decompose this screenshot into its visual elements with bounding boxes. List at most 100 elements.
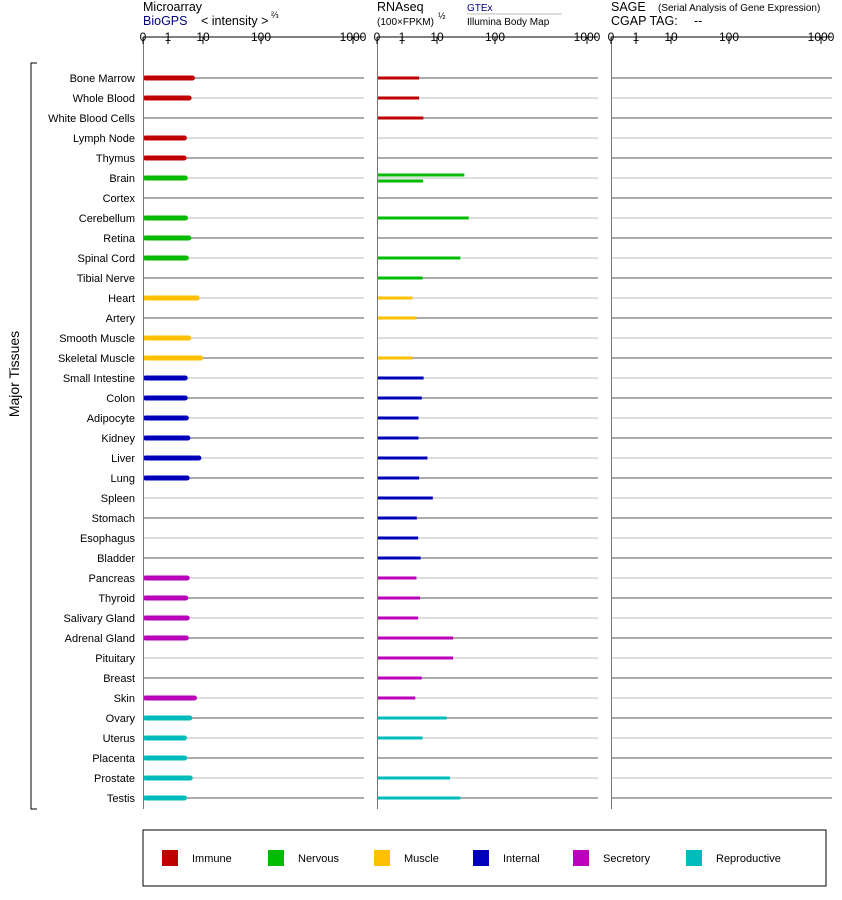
tissue-label: Tibial Nerve: [77, 273, 135, 285]
microarray-tick-label: 100: [251, 30, 271, 44]
tissue-label: Ovary: [106, 713, 136, 725]
major-tissues-bracket: [30, 62, 37, 810]
illumina-bar: [377, 636, 454, 640]
tissue-label: Salivary Gland: [63, 613, 135, 625]
tissue-label: Adrenal Gland: [65, 633, 135, 645]
intensity-label: < intensity >: [201, 14, 268, 28]
tissue-label: Esophagus: [80, 533, 136, 545]
legend-swatch-internal: [473, 850, 489, 866]
illumina-bar: [377, 476, 420, 480]
illumina-bar: [377, 436, 419, 440]
illumina-bar: [377, 276, 423, 280]
microarray-title: Microarray: [143, 0, 203, 14]
rnaseq-unit: (100×FPKM): [377, 17, 434, 28]
x-axes: 0 1 10 100 1000 0 1 10 100 1000 0 1 10 100 1000: [140, 30, 835, 809]
legend-label-muscle: Muscle: [404, 853, 439, 865]
sage-tick-label: 0: [608, 30, 615, 44]
tissue-label: Stomach: [92, 513, 135, 525]
legend-label-nervous: Nervous: [298, 853, 339, 865]
biogps-bar: [143, 575, 190, 581]
sage-tick-label: 1000: [808, 30, 835, 44]
illumina-bar: [377, 536, 419, 540]
biogps-bar: [143, 475, 190, 481]
biogps-bar: [143, 755, 188, 761]
illumina-bar: [377, 296, 413, 300]
illumina-bar: [377, 776, 450, 780]
legend-swatch-secretory: [573, 850, 589, 866]
tissue-label: Artery: [106, 313, 136, 325]
rnaseq-tick-label: 10: [430, 30, 444, 44]
illumina-bar: [377, 576, 417, 580]
biogps-bar: [143, 695, 197, 701]
sage-title: SAGE: [611, 0, 646, 14]
tissue-labels: Bone Marrow Whole Blood White Blood Cells L…: [48, 73, 136, 805]
biogps-bar: [143, 135, 187, 141]
microarray-tick-label: 1000: [340, 30, 367, 44]
illumina-bar: [377, 356, 413, 360]
biogps-bar: [143, 215, 189, 221]
intensity-exponent: ⅔: [271, 10, 279, 20]
biogps-bar: [143, 295, 200, 301]
biogps-bar: [143, 75, 195, 81]
biogps-bar: [143, 795, 187, 801]
biogps-bar: [143, 395, 188, 401]
illumina-bar: [377, 396, 422, 400]
tissue-label: Thyroid: [98, 593, 135, 605]
tissue-label: Placenta: [92, 753, 136, 765]
illumina-label: Illumina Body Map: [467, 17, 550, 28]
tissue-label: Thymus: [96, 153, 136, 165]
legend-label-secretory: Secretory: [603, 853, 651, 865]
illumina-bar: [377, 116, 424, 120]
legend-box: [142, 829, 827, 887]
sage-tick-label: 1: [633, 30, 640, 44]
microarray-tick-label: 10: [196, 30, 210, 44]
illumina-bar: [377, 716, 447, 720]
tissue-label: White Blood Cells: [48, 113, 135, 125]
illumina-bar: [377, 516, 417, 520]
legend-swatch-nervous: [268, 850, 284, 866]
tissue-label: Skeletal Muscle: [58, 353, 135, 365]
bar-marks: [143, 75, 469, 801]
biogps-bar: [143, 775, 193, 781]
illumina-bar: [377, 596, 421, 600]
microarray-tick-label: 1: [165, 30, 172, 44]
tissue-label: Pituitary: [95, 653, 135, 665]
biogps-label[interactable]: BioGPS: [143, 14, 187, 28]
major-tissues-label: Major Tissues: [6, 331, 22, 417]
biogps-bar: [143, 715, 193, 721]
sage-subtitle: (Serial Analysis of Gene Expression): [658, 3, 820, 14]
tissue-label: Breast: [103, 673, 135, 685]
biogps-bar: [143, 435, 191, 441]
biogps-bar: [143, 595, 189, 601]
gtex-label[interactable]: GTEx: [467, 3, 493, 14]
biogps-bar: [143, 375, 188, 381]
biogps-bar: [143, 615, 190, 621]
tissue-label: Whole Blood: [73, 93, 135, 105]
rnaseq-tick-label: 0: [374, 30, 381, 44]
illumina-bar: [377, 616, 419, 620]
tissue-label: Spleen: [101, 493, 135, 505]
biogps-bar: [143, 455, 202, 461]
microarray-tick-label: 0: [140, 30, 147, 44]
sage-tick-label: 100: [719, 30, 739, 44]
tissue-label: Uterus: [103, 733, 136, 745]
tissue-label: Prostate: [94, 773, 135, 785]
biogps-bar: [143, 175, 188, 181]
tissue-label: Skin: [114, 693, 135, 705]
illumina-bar: [377, 496, 433, 500]
biogps-bar: [143, 155, 187, 161]
tissue-label: Kidney: [101, 433, 135, 445]
gtex-bar: [377, 173, 465, 177]
legend-swatch-muscle: [374, 850, 390, 866]
legend-label-immune: Immune: [192, 853, 232, 865]
biogps-bar: [143, 735, 187, 741]
cgap-tag-value: --: [694, 14, 702, 28]
rnaseq-tick-label: 100: [485, 30, 505, 44]
tissue-label: Bone Marrow: [70, 73, 135, 85]
tissue-label: Adipocyte: [87, 413, 135, 425]
biogps-bar: [143, 235, 192, 241]
illumina-bar: [377, 96, 420, 100]
illumina-bar: [377, 656, 454, 660]
illumina-bar: [377, 696, 416, 700]
illumina-bar: [377, 456, 428, 460]
